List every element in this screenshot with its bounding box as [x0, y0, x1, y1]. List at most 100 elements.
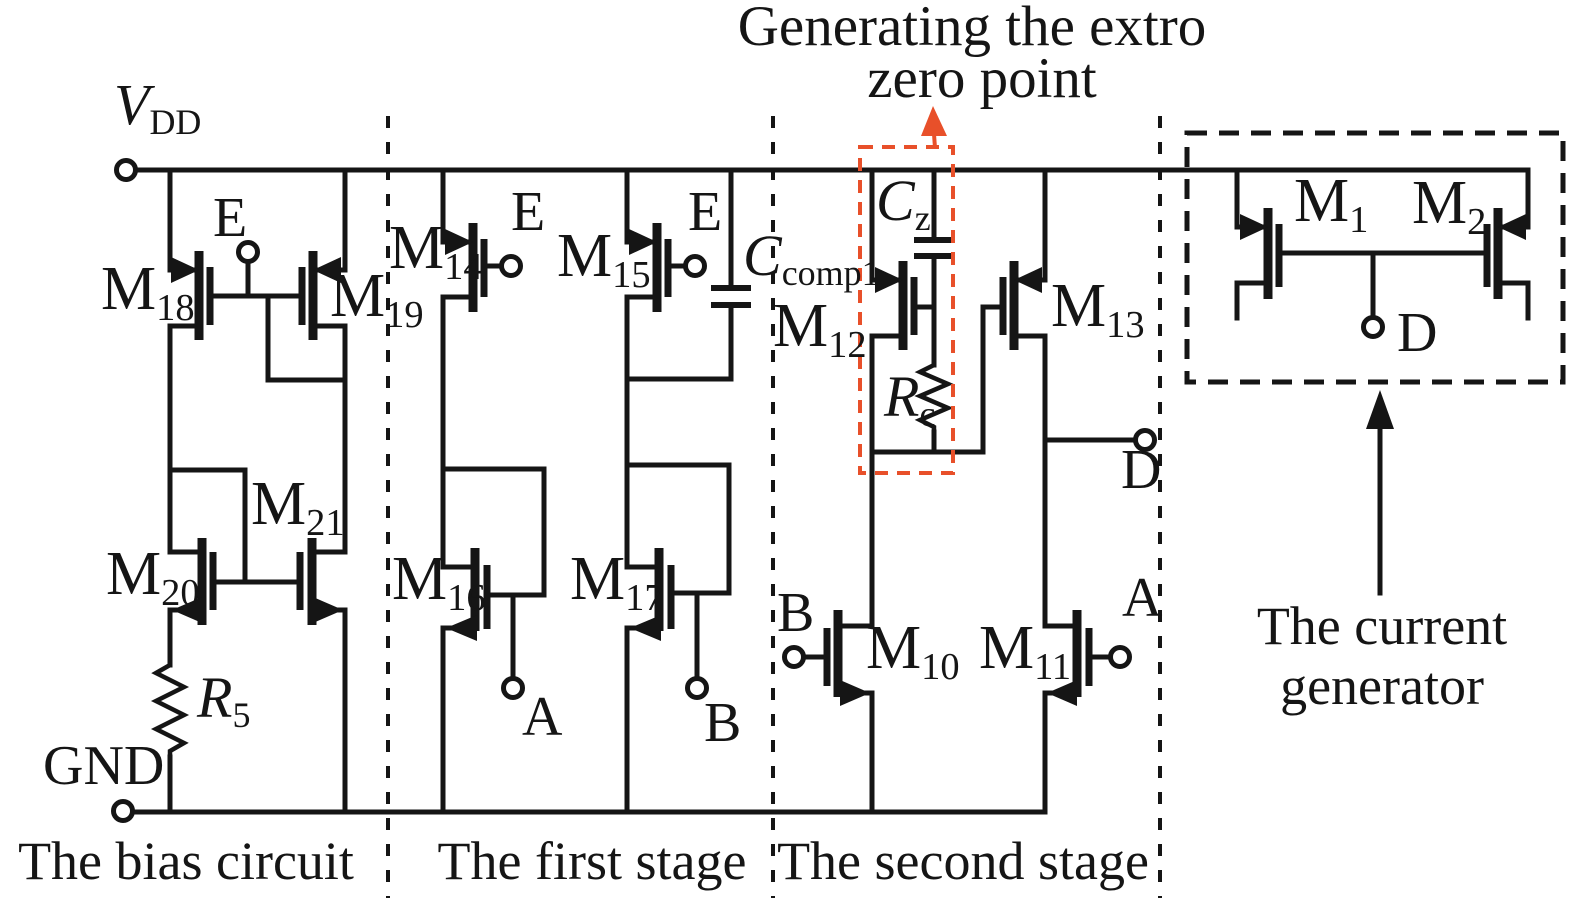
label-b-first: B — [704, 692, 742, 754]
capacitor-cz — [914, 237, 954, 259]
label-ccomp1: Ccomp1 — [743, 227, 880, 292]
transistor-arrow — [172, 597, 202, 623]
label-m15-main: M — [557, 222, 613, 290]
zero-point-highlight-box — [858, 145, 955, 475]
terminal-b-first — [685, 676, 709, 700]
label-m12: M12 — [773, 295, 867, 364]
transistor-arrow — [1014, 267, 1042, 293]
label-m17-sub: 17 — [625, 576, 664, 619]
label-m11: M11 — [979, 617, 1071, 686]
label-vdd: VDD — [114, 76, 201, 141]
transistor-gate-bars — [1275, 224, 1491, 287]
label-m10: M10 — [866, 617, 960, 686]
transistor-channel-bars — [833, 261, 1082, 697]
transistor-arrow — [313, 597, 343, 623]
label-vdd-sub: DD — [149, 102, 202, 143]
resistor-rc — [914, 362, 954, 432]
label-m14: M14 — [389, 217, 483, 286]
caption-first: The first stage — [437, 831, 747, 891]
wires — [130, 167, 1531, 815]
zero-point-highlight — [858, 106, 955, 475]
label-m15: M15 — [557, 225, 651, 294]
label-m10-main: M — [866, 614, 922, 682]
terminal-gnd — [111, 799, 135, 823]
label-m16: M16 — [392, 548, 486, 617]
section-bias-circuit — [150, 167, 348, 815]
label-m20: M20 — [106, 543, 200, 612]
transistor-channel-bars — [1263, 208, 1503, 299]
label-m13-sub: 13 — [1106, 303, 1145, 346]
label-rc: Rc — [884, 368, 935, 433]
section-first-stage — [440, 167, 751, 815]
stage-separators — [386, 116, 1162, 898]
transistor-arrow — [1366, 390, 1394, 429]
label-m21: M21 — [251, 473, 345, 542]
transistor-arrow — [1498, 214, 1526, 240]
label-m2-sub: 2 — [1467, 200, 1487, 243]
label-gnd: GND — [43, 735, 165, 797]
label-m15-sub: 15 — [612, 253, 651, 296]
terminal-b-second — [782, 645, 806, 669]
label-m21-main: M — [251, 470, 307, 538]
label-ccomp1-main: C — [743, 223, 782, 288]
label-m13-main: M — [1051, 272, 1107, 340]
label-m16-sub: 16 — [447, 576, 486, 619]
transistor-arrow — [1240, 214, 1268, 240]
transistor-gate-bars — [480, 239, 675, 629]
label-m17: M17 — [570, 548, 664, 617]
wires — [167, 167, 348, 815]
label-vdd-main: V — [114, 72, 150, 137]
label-m19-sub: 19 — [385, 293, 424, 336]
label-rc-main: R — [884, 364, 920, 429]
title-line2: zero point — [867, 47, 1097, 110]
transistor-arrow — [313, 257, 341, 283]
section-current-generator — [1184, 130, 1566, 385]
label-e-bias: E — [213, 187, 248, 249]
label-e-m15: E — [688, 181, 723, 243]
label-m11-main: M — [979, 614, 1035, 682]
transistor-arrow — [630, 615, 661, 641]
label-d-second: D — [1121, 439, 1162, 501]
label-r5-sub: 5 — [232, 695, 251, 736]
terminal-a-first — [501, 676, 525, 700]
label-m1: M1 — [1294, 170, 1368, 239]
label-m18-sub: 18 — [156, 286, 195, 329]
label-r5: R5 — [197, 669, 250, 734]
caption-gen-1: The current — [1256, 596, 1508, 656]
label-a-second: A — [1122, 567, 1163, 629]
resistor-r5 — [150, 663, 190, 757]
transistor-channel-bars — [194, 251, 318, 625]
terminal-vdd — [114, 158, 138, 182]
transistor-arrow — [840, 680, 870, 706]
label-m11-sub: 11 — [1034, 645, 1072, 688]
label-ccomp1-sub: comp1 — [781, 253, 880, 294]
current-generator-arrow — [1366, 390, 1394, 596]
label-m14-main: M — [389, 214, 445, 282]
terminal-d-gen — [1361, 315, 1385, 339]
zero-point-arrow-head — [921, 106, 947, 136]
label-r5-main: R — [197, 665, 233, 730]
terminal-a-second — [1108, 645, 1132, 669]
label-m19-main: M — [330, 262, 386, 330]
power-rails — [111, 158, 1531, 823]
label-cz-main: C — [876, 168, 915, 233]
zero-point-arrow-stem — [932, 133, 937, 149]
caption-bias: The bias circuit — [18, 831, 354, 891]
terminal-e-bias — [236, 240, 260, 264]
transistor-arrow — [1047, 680, 1077, 706]
capacitor-ccomp1 — [711, 285, 751, 308]
label-m2: M2 — [1412, 172, 1486, 241]
current-generator-box — [1184, 130, 1566, 385]
label-e-m14: E — [511, 181, 546, 243]
caption-second: The second stage — [777, 831, 1149, 891]
label-m12-sub: 12 — [828, 323, 867, 366]
transistor-arrow — [171, 257, 199, 283]
label-m20-sub: 20 — [161, 571, 200, 614]
label-m10-sub: 10 — [921, 645, 960, 688]
label-cz-sub: z — [914, 198, 931, 239]
label-m17-main: M — [570, 545, 626, 613]
label-m13: M13 — [1051, 275, 1145, 344]
label-rc-sub: c — [919, 394, 936, 435]
